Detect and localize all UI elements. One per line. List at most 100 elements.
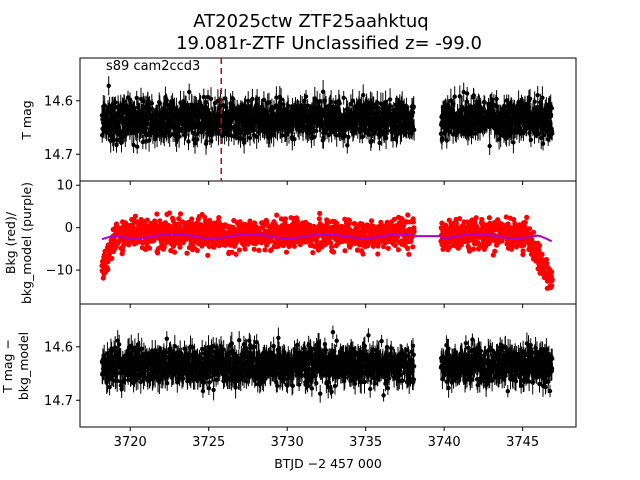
mag-point: [337, 101, 342, 106]
mag-point: [346, 134, 351, 140]
bkg-point: [229, 249, 235, 255]
bkg-point: [236, 247, 242, 253]
mag-point: [164, 97, 169, 103]
bkg-point: [282, 216, 288, 222]
mag-point: [550, 131, 555, 136]
bkg-point: [283, 249, 290, 255]
mag-point: [461, 89, 466, 95]
bkg-point: [316, 216, 322, 222]
mag-point: [548, 112, 554, 118]
mag-point: [192, 141, 198, 146]
mag-point: [195, 137, 200, 142]
mag-point: [411, 127, 417, 133]
bkg-point: [252, 220, 258, 226]
bkg-point: [329, 244, 335, 250]
bkg-point: [251, 246, 257, 252]
y-tick-label: 14.7: [44, 148, 73, 163]
mag-point: [465, 91, 470, 96]
bkg-point: [311, 223, 317, 229]
bkg-point: [105, 266, 111, 273]
mag-point: [471, 93, 476, 98]
mag-point: [127, 97, 133, 102]
data-points-top: [99, 76, 555, 156]
bkg-point: [144, 217, 150, 223]
bkg-point: [102, 248, 108, 254]
mag-point: [527, 96, 533, 101]
mag-point: [208, 96, 214, 102]
mag-point: [249, 108, 254, 114]
bkg-point: [291, 243, 297, 249]
mag-point: [360, 134, 365, 140]
bkg-point: [264, 219, 270, 225]
mag-point: [444, 138, 449, 143]
mag-point: [541, 132, 547, 138]
bkg-point: [109, 255, 115, 261]
bkg-point: [297, 241, 303, 248]
bkg-point: [177, 211, 184, 217]
mag-point: [511, 140, 516, 145]
mag-point: [246, 98, 251, 104]
bkg-point: [155, 250, 161, 256]
bkg-point: [151, 237, 157, 243]
bkg-point: [170, 218, 176, 224]
y-tick-label: 14.6: [44, 94, 73, 109]
bkg-point: [170, 243, 177, 249]
mag-point: [540, 95, 545, 101]
mag-point: [135, 144, 140, 149]
mag-point: [278, 97, 284, 102]
bkg-point: [352, 221, 358, 227]
mag-point: [516, 99, 521, 105]
mag-point: [377, 140, 382, 146]
bkg-point: [342, 248, 348, 254]
mag-point: [549, 106, 554, 111]
bkg-point: [233, 251, 239, 257]
mag-point: [334, 133, 339, 138]
mag-point: [167, 133, 172, 139]
mag-point: [473, 131, 478, 136]
mag-point: [387, 97, 393, 102]
bkg-point: [247, 218, 253, 224]
bkg-point: [146, 245, 153, 251]
bkg-point: [113, 221, 120, 227]
bkg-point: [293, 222, 299, 228]
mag-point: [439, 136, 445, 141]
chart-title-line1: AT2025ctw ZTF25aahktuq: [193, 11, 429, 32]
chart-title-line2: 19.081r-ZTF Unclassified z= -99.0: [176, 33, 482, 54]
bkg-point: [331, 249, 337, 255]
bkg-point: [355, 247, 361, 253]
mag-point: [274, 95, 279, 100]
mag-point: [320, 89, 326, 94]
bkg-point: [161, 244, 167, 250]
bkg-point: [242, 246, 248, 252]
bkg-point: [310, 250, 316, 256]
mag-point: [494, 96, 499, 102]
mag-point: [187, 89, 192, 95]
bkg-point: [205, 252, 211, 258]
bkg-point: [256, 247, 262, 253]
mag-point: [311, 134, 317, 140]
mag-point: [220, 133, 225, 138]
bkg-point: [346, 217, 353, 223]
mag-point: [496, 137, 502, 142]
panel-middle: 100−10: [46, 179, 577, 308]
mag-point: [366, 132, 372, 137]
panel-top: 14.6 14.7: [44, 57, 577, 185]
bkg-point: [172, 249, 178, 255]
mag-point: [204, 139, 209, 144]
bkg-point: [294, 218, 300, 224]
mag-point: [317, 99, 323, 104]
mag-point: [254, 134, 259, 139]
bkg-point: [237, 219, 243, 225]
bkg-point: [130, 224, 136, 231]
bkg-point: [100, 275, 106, 281]
mag-point: [201, 94, 206, 100]
bkg-point: [120, 247, 126, 254]
mag-point: [223, 96, 228, 101]
mag-point: [303, 94, 309, 99]
mag-point: [186, 139, 191, 144]
bkg-point: [328, 240, 334, 246]
mag-point: [106, 83, 111, 89]
mag-point: [540, 141, 546, 146]
mag-point: [345, 143, 350, 148]
